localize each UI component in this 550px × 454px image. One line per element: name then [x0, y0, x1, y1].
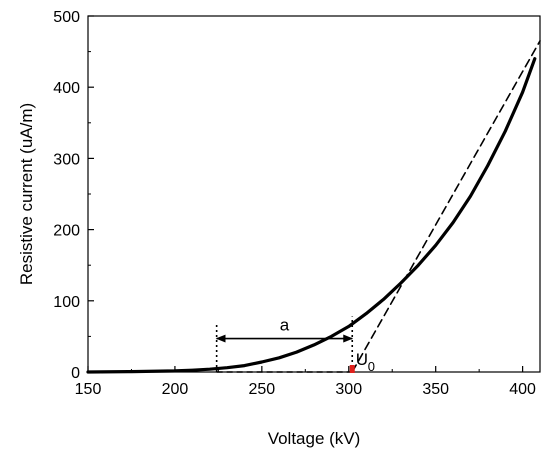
x-axis-ticks: 150 200 250 300 350 400	[75, 366, 541, 398]
y-axis-ticks: 0 100 200 300 400 500	[53, 9, 94, 382]
x-tick-label-200: 200	[162, 381, 189, 398]
x-tick-label-350: 350	[422, 381, 449, 398]
y-tick-label-500: 500	[53, 9, 80, 26]
x-tick-label-150: 150	[75, 381, 102, 398]
x-tick-label-300: 300	[335, 381, 362, 398]
y-tick-label-200: 200	[53, 223, 80, 240]
label-u0-subscript: 0	[368, 359, 375, 374]
u0-marker	[349, 365, 355, 373]
x-axis-title: Voltage (kV)	[268, 429, 361, 448]
x-tick-label-250: 250	[248, 381, 275, 398]
x-tick-label-400: 400	[509, 381, 536, 398]
series-line-1	[86, 57, 537, 374]
y-tick-label-100: 100	[53, 294, 80, 311]
y-tick-label-400: 400	[53, 80, 80, 97]
series-line-2	[351, 40, 541, 373]
y-tick-label-300: 300	[53, 151, 80, 168]
annotation-labels: a U 0	[280, 316, 375, 374]
series-group	[86, 40, 541, 374]
y-axis-title: Resistive current (uA/m)	[17, 103, 36, 285]
y-tick-label-0: 0	[71, 365, 80, 382]
label-u0: U	[356, 350, 368, 369]
label-a: a	[280, 316, 290, 335]
